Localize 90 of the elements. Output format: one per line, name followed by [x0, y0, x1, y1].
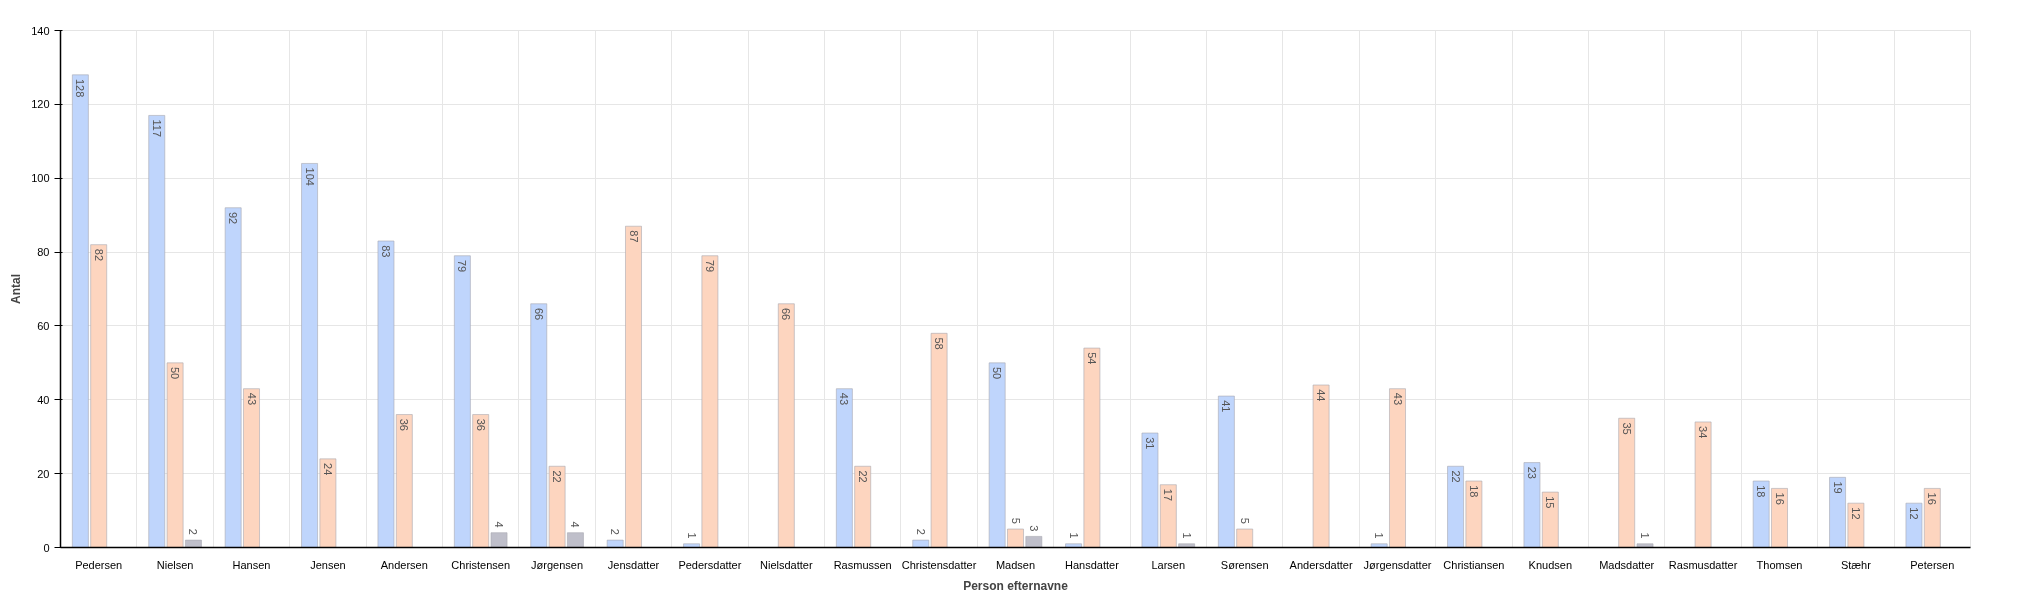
x-tick-label: Madsdatter: [1599, 558, 1655, 571]
y-tick-label: 60: [37, 319, 50, 332]
data-label: 17: [1162, 488, 1175, 502]
x-tick-label: Andersen: [380, 558, 428, 571]
data-label: 87: [627, 230, 640, 243]
data-label: 41: [1220, 400, 1233, 413]
y-tick-label: 100: [31, 172, 50, 185]
data-label: 128: [74, 78, 87, 98]
x-tick-label: Rasmusdatter: [1668, 558, 1738, 571]
x-tick-label: Sørensen: [1220, 558, 1269, 571]
x-tick-label: Andersdatter: [1289, 558, 1353, 571]
data-label: 31: [1143, 437, 1156, 450]
y-tick-label: 80: [37, 246, 50, 259]
data-label: 12: [1849, 507, 1862, 520]
x-axis-title: Person efternavne: [963, 578, 1069, 593]
y-tick-label: 20: [37, 467, 50, 480]
x-tick-label: Jensen: [310, 558, 346, 571]
x-tick-label: Pedersen: [75, 558, 123, 571]
data-label: 4: [493, 521, 506, 528]
data-label: 16: [1926, 492, 1939, 505]
data-label: 5: [1238, 517, 1251, 524]
x-tick-label: Petersen: [1910, 558, 1955, 571]
bar: [1694, 421, 1712, 548]
y-tick-label: 0: [43, 541, 50, 554]
y-tick-label: 140: [31, 24, 50, 37]
x-tick-label: Christiansen: [1443, 558, 1505, 571]
x-tick-label: Nielsen: [156, 558, 194, 571]
x-tick-label: Pedersdatter: [678, 558, 742, 571]
data-label: 18: [1467, 485, 1480, 498]
data-label: 43: [838, 392, 851, 406]
data-label: 16: [1773, 492, 1786, 505]
x-tick-label: Knudsen: [1528, 558, 1573, 571]
data-label: 2: [914, 528, 927, 535]
x-tick-label: Jensdatter: [607, 558, 660, 571]
data-label: 1: [1180, 532, 1193, 539]
data-label: 58: [933, 337, 946, 350]
data-label: 79: [703, 259, 716, 273]
x-tick-label: Thomsen: [1756, 558, 1803, 571]
data-label: 50: [991, 366, 1004, 380]
x-tick-label: Jørgensdatter: [1363, 558, 1432, 571]
x-tick-label: Jørgensen: [531, 558, 584, 571]
data-label: 4: [569, 521, 582, 528]
data-label: 92: [227, 211, 240, 225]
data-label: 44: [1315, 389, 1328, 402]
data-label: 22: [856, 470, 869, 483]
data-label: 2: [187, 528, 200, 535]
data-label: 34: [1697, 426, 1710, 439]
x-tick-label: Christensdatter: [901, 558, 977, 571]
bar: [1312, 384, 1330, 548]
data-label: 23: [1525, 466, 1538, 479]
data-label: 1: [1067, 532, 1080, 539]
data-label: 36: [474, 418, 487, 431]
data-label: 12: [1907, 507, 1920, 520]
data-label: 43: [245, 392, 258, 406]
data-label: 18: [1755, 485, 1768, 498]
data-label: 82: [92, 248, 105, 262]
y-tick-label: 40: [37, 393, 50, 406]
bar: [777, 303, 795, 548]
data-label: 54: [1085, 352, 1098, 365]
data-label: 19: [1831, 481, 1844, 494]
x-tick-label: Christensen: [451, 558, 511, 571]
data-label: 104: [303, 167, 316, 186]
x-tick-label: Hansdatter: [1065, 558, 1120, 571]
data-label: 79: [456, 259, 469, 273]
data-label: 66: [532, 307, 545, 321]
data-label: 36: [398, 418, 411, 431]
data-label: 50: [169, 366, 182, 380]
data-label: 1: [1373, 532, 1386, 539]
data-label: 22: [1449, 470, 1462, 483]
x-tick-label: Larsen: [1151, 558, 1186, 571]
data-label: 5: [1009, 517, 1022, 524]
data-label: 35: [1620, 422, 1633, 435]
data-label: 22: [551, 470, 564, 483]
x-tick-label: Rasmussen: [833, 558, 892, 571]
x-tick-label: Madsen: [995, 558, 1036, 571]
data-label: 1: [1639, 532, 1652, 539]
data-label: 83: [379, 245, 392, 258]
data-label: 3: [1027, 525, 1040, 532]
x-tick-label: Hansen: [232, 558, 271, 571]
x-tick-label: Nielsdatter: [760, 558, 813, 571]
data-label: 66: [780, 307, 793, 321]
data-label: 24: [321, 463, 334, 476]
data-label: 2: [609, 528, 622, 535]
data-label: 117: [150, 119, 163, 138]
data-label: 43: [1391, 392, 1404, 406]
y-axis-title: Antal: [9, 274, 24, 304]
data-label: 1: [685, 532, 698, 539]
data-label: 15: [1544, 496, 1557, 509]
x-tick-label: Stæhr: [1840, 558, 1872, 571]
y-tick-label: 120: [31, 98, 50, 111]
